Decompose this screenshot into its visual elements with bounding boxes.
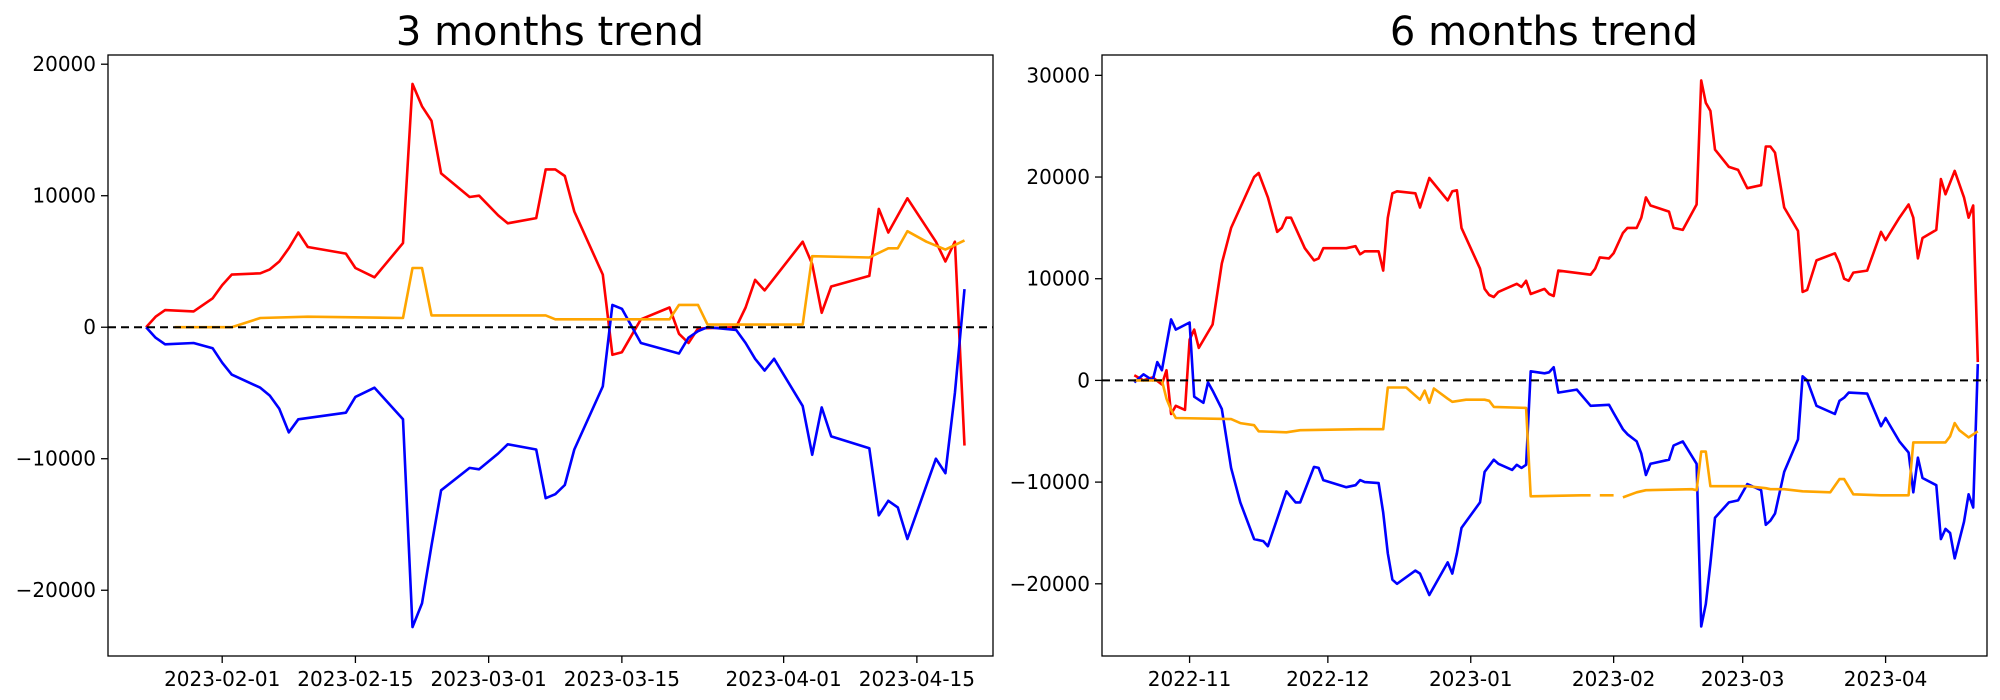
series-group (145, 82, 966, 629)
x-tick-label: 2023-01 (1429, 667, 1513, 691)
y-tick-label: 0 (1077, 368, 1090, 392)
y-tick-label: 30000 (1026, 63, 1090, 87)
x-tick-label: 2023-04-15 (859, 667, 975, 691)
x-tick-label: 2022-11 (1148, 667, 1232, 691)
y-tick-label: −20000 (16, 578, 96, 602)
x-tick-label: 2023-02 (1572, 667, 1656, 691)
series-line-red (145, 82, 966, 446)
series-group (1133, 79, 1980, 628)
y-tick-label: 0 (83, 315, 96, 339)
plot-frame (107, 54, 994, 657)
x-tick-label: 2022-12 (1286, 667, 1370, 691)
x-tick-label: 2023-04 (1844, 667, 1928, 691)
x-tick-label: 2023-03-01 (431, 667, 547, 691)
x-tick-label: 2023-02-15 (297, 667, 413, 691)
y-tick-label: 20000 (1026, 165, 1090, 189)
chart-title: 6 months trend (1390, 9, 1698, 55)
y-tick-label: 10000 (1026, 267, 1090, 291)
y-tick-label: −10000 (16, 447, 96, 471)
y-tick-label: 20000 (32, 52, 96, 76)
plot-frame (1101, 54, 1988, 657)
series-line-orange (1622, 421, 1979, 499)
series-line-orange (1134, 379, 1591, 498)
x-tick-label: 2023-03 (1701, 667, 1785, 691)
chart-6-months: 6 months trend 30000 20000 10000 0 −10000 −20… (1010, 9, 1988, 691)
y-tick-label: 10000 (32, 184, 96, 208)
series-line-red (1133, 79, 1980, 416)
x-tick-label: 2023-02-01 (164, 667, 280, 691)
y-tick-label: −20000 (1010, 572, 1090, 596)
x-tick-label: 2023-04-01 (726, 667, 842, 691)
x-tick-label: 2023-03-15 (564, 667, 680, 691)
chart-title: 3 months trend (396, 9, 704, 55)
y-tick-label: −10000 (1010, 470, 1090, 494)
chart-3-months: 3 months trend 20000 10000 0 −10000 −20000 20… (16, 9, 994, 691)
series-line-orange (174, 229, 966, 329)
series-line-blue (145, 288, 966, 629)
series-line-blue (1133, 318, 1980, 628)
